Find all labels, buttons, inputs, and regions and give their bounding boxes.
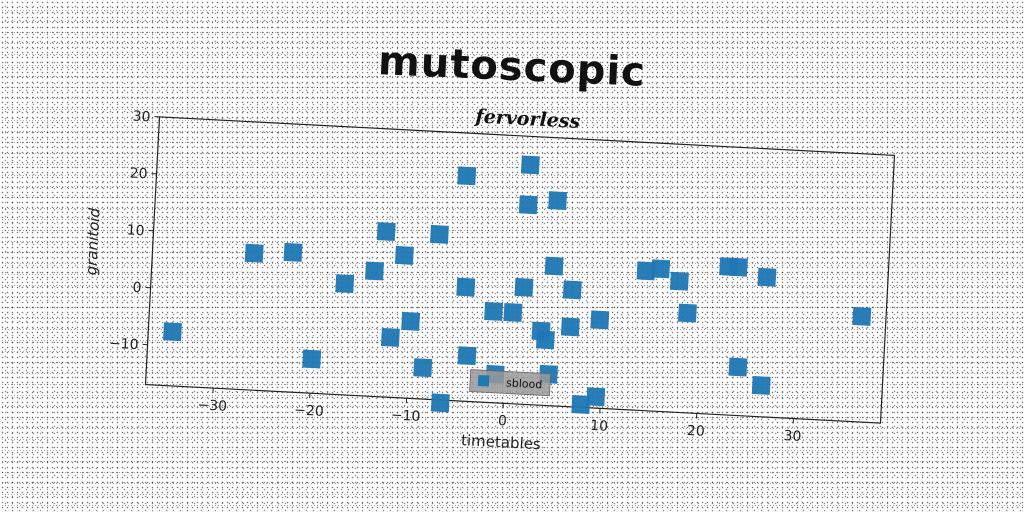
scatter-point (503, 302, 523, 322)
y-tick-label: 30 (132, 109, 151, 126)
scatter-point (514, 277, 534, 297)
chart-title: fervorless (473, 105, 581, 133)
scatter-point (852, 307, 872, 326)
x-tick-label: 0 (498, 413, 508, 429)
scatter-point (636, 261, 656, 281)
y-tick-label: −10 (109, 336, 139, 354)
scatter-point (244, 243, 264, 263)
scatter-point (651, 259, 671, 279)
scatter-point (586, 387, 606, 407)
scatter-point (677, 303, 697, 323)
scatter-point (590, 310, 610, 330)
chart-legend: sblood (469, 369, 552, 397)
scatter-point (562, 280, 582, 300)
scatter-point (430, 393, 450, 413)
scatter-point (669, 271, 689, 291)
scatter-point (365, 261, 384, 281)
scatter-point (544, 256, 564, 276)
scatter-point (571, 395, 591, 414)
scatter-point (728, 357, 748, 377)
scatter-point (457, 346, 477, 366)
axes-group: fervorless −30 −20 −10 0 10 20 30 −10 0 10 20 30 t… (82, 105, 896, 453)
y-tick-label: 10 (126, 222, 145, 239)
scatter-point (380, 327, 400, 347)
legend-label: sblood (506, 376, 543, 391)
x-tick-label: −30 (197, 397, 227, 415)
scatter-point (376, 222, 396, 242)
x-tick-label: −20 (294, 402, 324, 420)
scatter-point (560, 317, 580, 337)
legend-box (469, 369, 552, 397)
y-axis-label: granitoid (82, 207, 104, 276)
scatter-point (751, 375, 771, 395)
scatter-point (429, 224, 449, 244)
x-axis-ticks: −30 −20 −10 0 10 20 30 (197, 388, 802, 445)
x-tick-label: 30 (783, 428, 802, 445)
scatter-point (302, 349, 322, 369)
scatter-point (728, 257, 748, 277)
scatter-point (283, 242, 303, 262)
scatter-point (757, 267, 777, 287)
scatter-point (518, 195, 538, 215)
scatter-point (484, 301, 504, 321)
x-tick-label: −10 (390, 407, 420, 425)
x-tick-label: 10 (590, 418, 609, 435)
scatter-point (401, 311, 421, 331)
scatter-point (163, 322, 182, 342)
y-tick-label: 20 (129, 165, 148, 182)
scatter-point (520, 155, 540, 175)
scatter-point (394, 245, 414, 265)
data-points (163, 155, 872, 414)
scatter-point (535, 330, 555, 350)
y-axis-ticks: −10 0 10 20 30 (109, 109, 160, 354)
plot-area-frame (144, 116, 896, 424)
scatter-point (413, 358, 433, 378)
scatter-point (548, 191, 568, 211)
legend-marker (477, 374, 490, 387)
scatter-point (335, 274, 355, 294)
scatter-point (456, 277, 476, 297)
x-tick-label: 20 (686, 423, 705, 440)
x-axis-label: timetables (461, 431, 542, 453)
scatter-point (457, 166, 477, 186)
y-tick-label: 0 (132, 280, 142, 296)
